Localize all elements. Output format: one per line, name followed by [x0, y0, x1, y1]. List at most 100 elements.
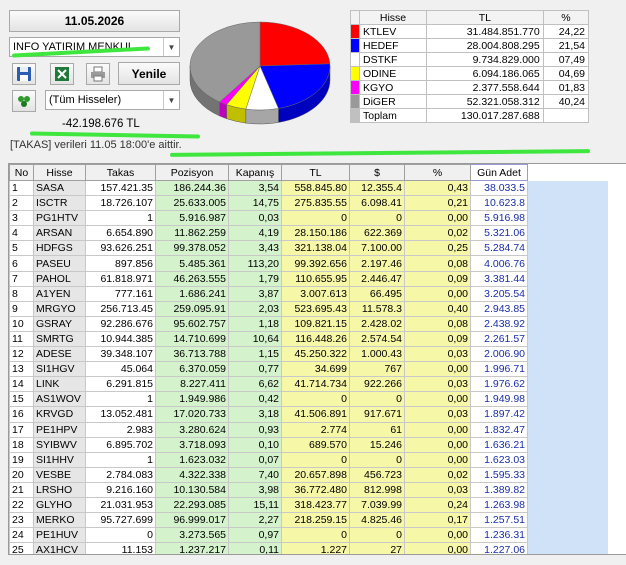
pie-chart — [189, 21, 331, 125]
cell-hisse: MRGYO — [33, 300, 86, 317]
legend-tl: 2.377.558.644 — [426, 80, 544, 95]
pie-slice-side — [245, 108, 279, 125]
cell-pct: 0,00 — [404, 542, 471, 554]
cell-usd: 66.495 — [349, 285, 405, 302]
table-row[interactable]: 4 ARSAN 6.654.890 11.862.259 4,19 28.150.186 6… — [9, 225, 608, 242]
column-header[interactable]: Pozisyon — [155, 164, 229, 181]
cell-tl: 45.250.322 — [281, 346, 350, 363]
cell-pozisyon: 3.718.093 — [155, 436, 229, 453]
legend-name: ODINE — [359, 66, 427, 81]
table-row[interactable]: 3 PG1HTV 1 5.916.987 0,03 0 0 0,00 5.916.98 — [9, 210, 608, 227]
cell-tl: 218.259.15 — [281, 512, 350, 529]
column-header[interactable]: Hisse — [33, 164, 86, 181]
table-row[interactable]: 7 PAHOL 61.818.971 46.263.555 1,79 110.655.95… — [9, 270, 608, 287]
chevron-down-icon[interactable]: ▼ — [163, 91, 179, 109]
table-row[interactable]: 12 ADESE 39.348.107 36.713.788 1,15 45.250.32… — [9, 346, 608, 363]
table-row[interactable]: 21 LRSHO 9.216.160 10.130.584 3,98 36.772.480… — [9, 481, 608, 498]
table-row[interactable]: 23 MERKO 95.727.699 96.999.017 2,27 218.259.1… — [9, 512, 608, 529]
table-row[interactable]: 2 ISCTR 18.726.107 25.633.005 14,75 275.835.5… — [9, 195, 608, 212]
table-row[interactable]: 1 SASA 157.421.35 186.244.36 3,54 558.845.80 1… — [9, 179, 608, 197]
cell-pozisyon: 25.633.005 — [155, 195, 229, 212]
row-filler — [527, 361, 608, 378]
table-row[interactable]: 8 A1YEN 777.161 1.686.241 3,87 3.007.613 66.49… — [9, 285, 608, 302]
print-button[interactable] — [86, 63, 110, 85]
legend-swatch — [350, 80, 360, 95]
cell-hisse: ADESE — [33, 346, 86, 363]
table-row[interactable]: 11 SMRTG 10.944.385 14.710.699 10,64 116.448.… — [9, 330, 608, 348]
positions-grid[interactable]: No Hisse Takas Pozisyon Kapanış TL $% Gün Adet … — [8, 163, 626, 555]
cell-gun-adet: 5.284.74 — [470, 240, 528, 257]
legend-swatch — [350, 66, 360, 81]
cell-kapanis: 3,18 — [228, 406, 282, 423]
table-row[interactable]: 13 SI1HGV 45.064 6.370.059 0,77 34.699 767 0,00… — [9, 361, 608, 378]
column-header[interactable]: TL — [281, 164, 350, 181]
column-header[interactable]: No — [9, 164, 34, 181]
cell-tl: 110.655.95 — [281, 270, 350, 287]
cell-pozisyon: 5.916.987 — [155, 210, 229, 227]
row-filler — [527, 481, 608, 498]
cell-usd: 0 — [349, 391, 405, 408]
legend-total-swatch — [350, 108, 360, 123]
legend-tl: 52.321.058.312 — [426, 94, 544, 109]
cell-pozisyon: 95.602.757 — [155, 315, 229, 332]
cell-kapanis: 3,98 — [228, 481, 282, 498]
table-row[interactable]: 22 GLYHO 21.031.953 22.293.085 15,11 318.423.… — [9, 496, 608, 514]
row-filler — [527, 496, 608, 514]
table-row[interactable]: 6 PASEU 897.856 5.485.361 113,20 99.392.656 2.… — [9, 255, 608, 272]
table-row[interactable]: 24 PE1HUV 0 3.273.565 0,97 0 0 0,00 1.236.31 — [9, 527, 608, 544]
cell-tl: 116.448.26 — [281, 330, 350, 348]
cell-pct: 0,00 — [404, 391, 471, 408]
filter-group-button[interactable] — [12, 90, 36, 112]
legend-header-pct: % — [542, 10, 590, 25]
cell-gun-adet: 1.976.62 — [470, 376, 528, 393]
pie-slice-diger — [189, 21, 261, 103]
refresh-button[interactable]: Yenile — [118, 62, 180, 85]
cell-hisse: SYIBWV — [33, 436, 86, 453]
save-button[interactable] — [12, 63, 36, 85]
cell-usd: 2.446.47 — [349, 270, 405, 287]
column-header[interactable]: Gün Adet — [470, 164, 528, 181]
cell-pct: 0,24 — [404, 496, 471, 514]
table-row[interactable]: 10 GSRAY 92.286.676 95.602.757 1,18 109.821.1… — [9, 315, 608, 332]
table-row[interactable]: 20 VESBE 2.784.083 4.322.338 7,40 20.657.898 4… — [9, 466, 608, 483]
cell-takas: 93.626.251 — [85, 240, 156, 257]
cell-pozisyon: 1.237.217 — [155, 542, 229, 554]
cell-gun-adet: 1.623.03 — [470, 451, 528, 468]
column-header[interactable]: Kapanış — [228, 164, 282, 181]
cell-pozisyon: 14.710.699 — [155, 330, 229, 348]
table-row[interactable]: 25 AX1HCV 11.153 1.237.217 0,11 1.227 27 0,00 1.… — [9, 542, 608, 554]
cell-pct: 0,08 — [404, 315, 471, 332]
excel-export-button[interactable] — [50, 63, 74, 85]
cell-usd: 27 — [349, 542, 405, 554]
table-row[interactable]: 5 HDFGS 93.626.251 99.378.052 3,43 321.138.04… — [9, 240, 608, 257]
legend-name: DSTKF — [359, 52, 427, 67]
cell-pct: 0,03 — [404, 346, 471, 363]
cell-gun-adet: 5.916.98 — [470, 210, 528, 227]
cell-pct: 0,40 — [404, 300, 471, 317]
table-row[interactable]: 9 MRGYO 256.713.45 259.095.91 2,03 523.695.43… — [9, 300, 608, 317]
table-row[interactable]: 19 SI1HHV 1 1.623.032 0,07 0 0 0,00 1.623.03 — [9, 451, 608, 468]
cell-no: 7 — [9, 270, 34, 287]
table-row[interactable]: 17 PE1HPV 2.983 3.280.624 0,93 2.774 61 0,00 1.8… — [9, 421, 608, 438]
cell-no: 19 — [9, 451, 34, 468]
table-row[interactable]: 15 AS1WOV 1 1.949.986 0,42 0 0 0,00 1.949.98 — [9, 391, 608, 408]
column-header[interactable]: $ — [349, 164, 405, 181]
table-row[interactable]: 16 KRVGD 13.052.481 17.020.733 3,18 41.506.89… — [9, 406, 608, 423]
stock-filter-select[interactable]: (Tüm Hisseler) ▼ — [45, 90, 180, 110]
chevron-down-icon[interactable]: ▼ — [163, 38, 179, 56]
cell-takas: 6.895.702 — [85, 436, 156, 453]
cell-tl: 34.699 — [281, 361, 350, 378]
cell-usd: 917.671 — [349, 406, 405, 423]
group-icon — [18, 96, 30, 107]
cell-tl: 109.821.15 — [281, 315, 350, 332]
cell-hisse: PE1HPV — [33, 421, 86, 438]
column-header[interactable]: % — [404, 164, 471, 181]
cell-takas: 92.286.676 — [85, 315, 156, 332]
cell-hisse: GSRAY — [33, 315, 86, 332]
table-row[interactable]: 18 SYIBWV 6.895.702 3.718.093 0,10 689.570 15.… — [9, 436, 608, 453]
column-header[interactable]: Takas — [85, 164, 156, 181]
cell-gun-adet: 1.236.31 — [470, 527, 528, 544]
cell-pct: 0,03 — [404, 376, 471, 393]
cell-kapanis: 4,19 — [228, 225, 282, 242]
table-row[interactable]: 14 LINK 6.291.815 8.227.411 6,62 41.714.734 92… — [9, 376, 608, 393]
